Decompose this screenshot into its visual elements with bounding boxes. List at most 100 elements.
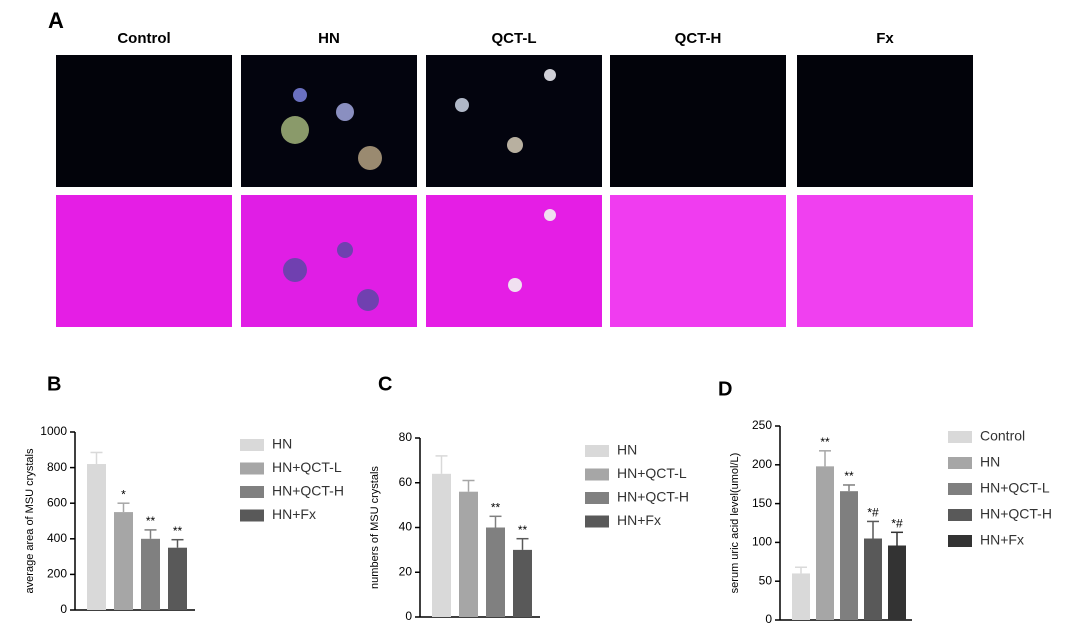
bar (792, 573, 810, 620)
image (610, 55, 786, 187)
legend-swatch (948, 483, 972, 495)
legend-label: HN+QCT-H (272, 483, 344, 499)
legend-swatch (585, 468, 609, 481)
crystal (544, 69, 556, 81)
y-tick-label: 200 (752, 457, 772, 471)
image (56, 195, 232, 327)
image (797, 55, 973, 187)
significance: *# (867, 506, 879, 520)
significance: ** (844, 469, 854, 483)
y-axis-label: numbers of MSU crystals (369, 466, 381, 589)
y-tick-label: 250 (752, 418, 772, 432)
column-label: Fx (876, 30, 894, 47)
bar (816, 466, 834, 620)
legend-label: HN+Fx (272, 506, 316, 522)
bar (459, 491, 478, 617)
significance: * (121, 487, 126, 501)
bar (114, 512, 133, 610)
bar (486, 527, 505, 617)
y-axis-label: average area of MSU crystals (24, 448, 36, 593)
legend-label: HN (617, 442, 637, 458)
legend-label: HN+QCT-H (617, 489, 689, 505)
bar (864, 538, 882, 620)
bar (840, 491, 858, 620)
legend-swatch (240, 509, 264, 522)
significance: *# (891, 516, 903, 530)
legend-label: HN (272, 436, 292, 452)
micrographs (56, 55, 973, 327)
column-label: QCT-H (675, 30, 722, 47)
column-label: QCT-L (492, 30, 537, 47)
panel-label: A (48, 8, 64, 33)
y-tick-label: 50 (759, 573, 773, 587)
legend-swatch (585, 492, 609, 504)
legend-label: HN (980, 454, 1000, 470)
significance: ** (518, 523, 528, 537)
bar (432, 473, 451, 617)
crystal (293, 88, 307, 102)
bar (888, 545, 906, 620)
bar (168, 547, 187, 610)
legend-swatch (948, 431, 972, 443)
legend-swatch (585, 445, 609, 457)
legend-swatch (948, 509, 972, 521)
crystal (336, 103, 354, 121)
crystal (544, 209, 556, 221)
y-axis-label: serum uric acid level(umol/L) (729, 453, 741, 594)
y-tick-label: 600 (47, 495, 67, 509)
significance: ** (491, 500, 501, 514)
crystal (357, 289, 379, 311)
image (610, 195, 786, 327)
column-label: Control (117, 30, 170, 47)
significance: ** (146, 514, 156, 528)
panel-label: D (718, 378, 732, 400)
y-tick-label: 150 (752, 496, 772, 510)
legend-label: HN+Fx (980, 532, 1024, 548)
legend-swatch (585, 515, 609, 528)
legend-label: HN+Fx (617, 512, 661, 528)
image (241, 55, 417, 187)
image (797, 195, 973, 327)
legend-label: HN+QCT-L (980, 480, 1050, 496)
y-tick-label: 20 (399, 564, 413, 578)
y-tick-label: 400 (47, 531, 67, 545)
image (426, 195, 602, 327)
column-label: HN (318, 30, 340, 47)
crystal (281, 116, 309, 144)
legend-label: Control (980, 428, 1025, 444)
crystal (507, 137, 523, 153)
legend-swatch (240, 462, 264, 475)
image (426, 55, 602, 187)
image (56, 55, 232, 187)
crystal (337, 242, 353, 258)
crystal (358, 146, 382, 170)
y-tick-label: 40 (399, 520, 413, 534)
y-tick-label: 800 (47, 460, 67, 474)
y-tick-label: 100 (752, 535, 772, 549)
panel-label: C (378, 373, 392, 395)
legend-swatch (240, 486, 264, 498)
bar (87, 464, 106, 610)
legend-swatch (948, 457, 972, 469)
y-tick-label: 80 (399, 430, 413, 444)
y-tick-label: 60 (399, 475, 413, 489)
crystal (455, 98, 469, 112)
bar (513, 549, 532, 617)
panel-label: B (47, 373, 61, 395)
legend-label: HN+QCT-H (980, 506, 1052, 522)
bar (141, 538, 160, 610)
y-tick-label: 0 (765, 612, 772, 626)
image (241, 195, 417, 327)
crystal (508, 278, 522, 292)
y-tick-label: 1000 (40, 424, 67, 438)
y-tick-label: 0 (405, 609, 412, 623)
legend-swatch (948, 535, 972, 547)
legend-swatch (240, 439, 264, 451)
y-tick-label: 200 (47, 567, 67, 581)
crystal (283, 258, 307, 282)
significance: ** (820, 435, 830, 449)
legend-label: HN+QCT-L (617, 465, 687, 481)
legend-label: HN+QCT-L (272, 459, 342, 475)
significance: ** (173, 524, 183, 538)
